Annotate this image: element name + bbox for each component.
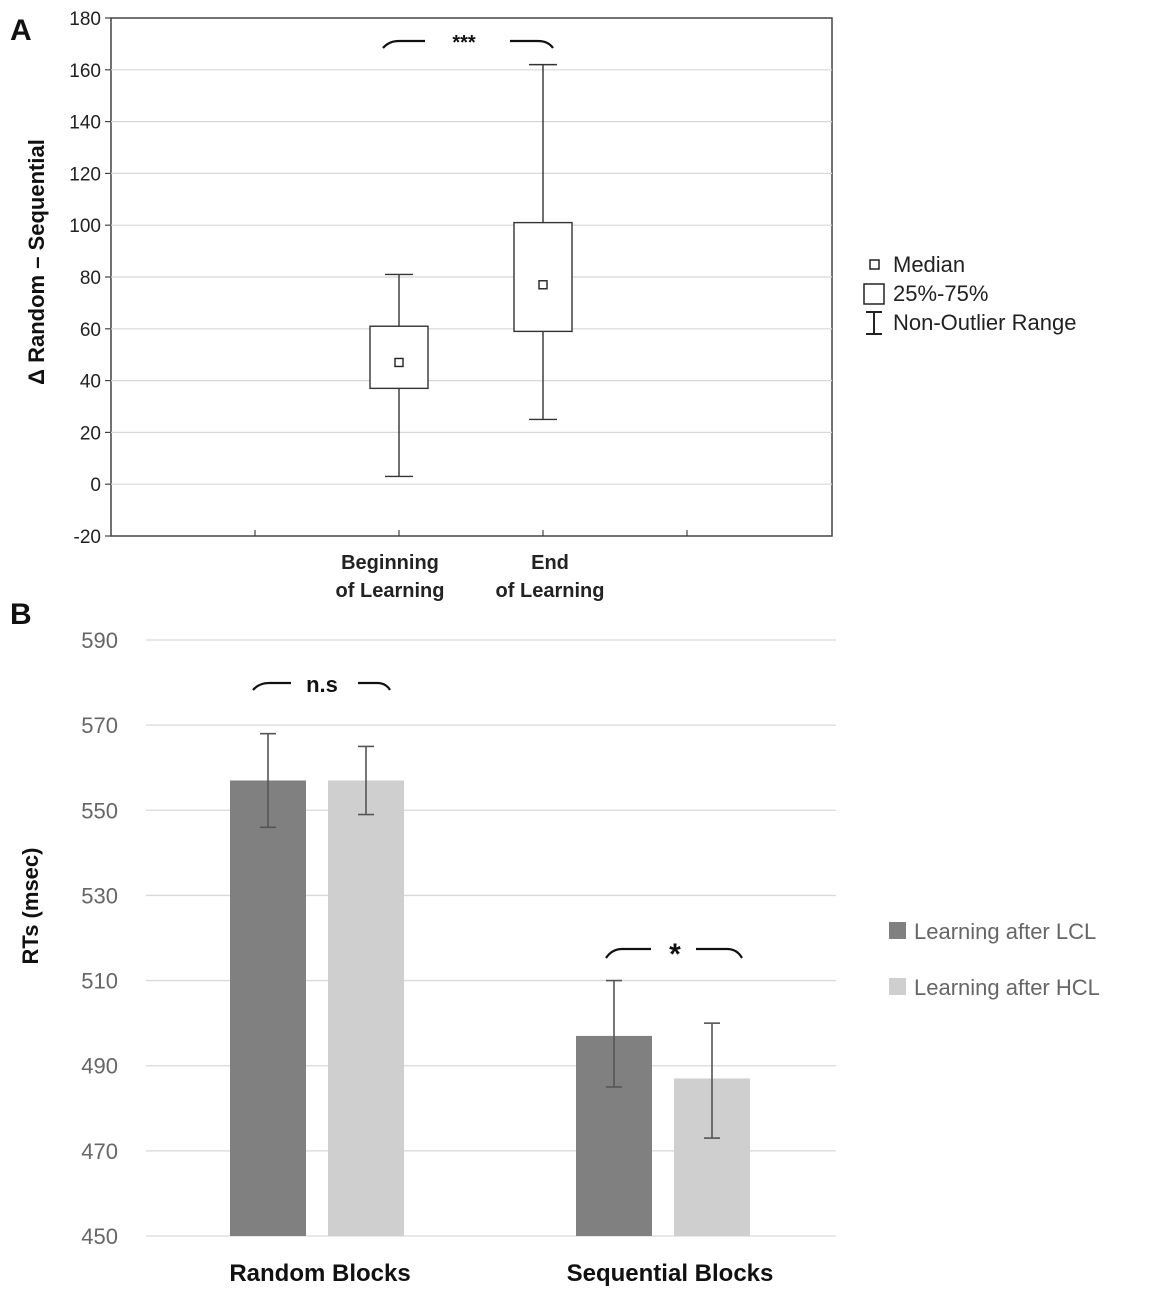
bar: [230, 780, 306, 1236]
panel-b-letter: B: [10, 598, 32, 631]
panel-a-y-tick-label: 40: [80, 372, 101, 393]
legend-median-swatch: [869, 259, 880, 270]
box-1: [369, 273, 429, 478]
panel-b-y-tick-label: 490: [81, 1054, 118, 1079]
box-median: [394, 357, 404, 368]
panel-b: B 450 470 490 510 530 550 570 590 RTs (msec) Ra…: [10, 598, 1100, 1287]
panel-b-significance-bracket-random: [252, 681, 391, 691]
panel-a-y-tick-label: 160: [69, 61, 101, 82]
legend-median-label: Median: [893, 252, 965, 277]
legend-lcl-label: Learning after LCL: [914, 919, 1096, 944]
panel-a: A -20 0 20 40 60 80 100 120 140 160 180 Δ Random –…: [10, 9, 1076, 602]
bar-group-2-series-2: [674, 1022, 750, 1236]
legend-lcl-swatch: [889, 922, 906, 939]
panel-b-y-tick-label: 470: [81, 1139, 118, 1164]
panel-b-y-tick-label: 450: [81, 1224, 118, 1249]
panel-a-y-tick-label: 140: [69, 113, 101, 134]
panel-a-y-tick-label: -20: [74, 527, 101, 548]
panel-a-significance-label: ***: [452, 32, 476, 54]
panel-b-y-axis-label: RTs (msec): [18, 848, 43, 965]
panel-b-bars: [230, 732, 750, 1236]
legend-hcl-label: Learning after HCL: [914, 975, 1100, 1000]
panel-a-y-tick-label: 120: [69, 164, 101, 185]
legend-whisker-label: Non-Outlier Range: [893, 310, 1076, 335]
bar-group-1-series-1: [230, 732, 306, 1236]
panel-b-significance-bracket-sequential: [605, 947, 743, 959]
panel-b-y-tick-label: 510: [81, 969, 118, 994]
panel-a-y-axis-label: Δ Random – Sequential: [24, 139, 49, 385]
panel-b-legend: Learning after LCL Learning after HCL: [889, 919, 1100, 1000]
panel-a-letter: A: [10, 14, 32, 47]
legend-box-swatch: [863, 283, 885, 305]
panel-a-legend: Median 25%-75% Non-Outlier Range: [863, 252, 1076, 335]
box-iqr: [513, 221, 573, 333]
panel-a-significance-bracket: [382, 39, 554, 49]
panel-a-boxes: [369, 63, 573, 478]
panel-a-y-tick-label: 180: [69, 9, 101, 30]
panel-b-significance-label-sequential: *: [669, 938, 681, 971]
panel-a-y-tick-labels: -20 0 20 40 60 80 100 120 140 160 180: [69, 9, 111, 548]
panel-b-y-tick-label: 570: [81, 713, 118, 738]
box-2: [513, 63, 573, 421]
panel-b-y-tick-label: 550: [81, 798, 118, 823]
legend-box-label: 25%-75%: [893, 281, 988, 306]
panel-a-category-2-line2: of Learning: [496, 580, 605, 602]
panel-b-significance-label-random: n.s: [306, 672, 338, 697]
panel-a-y-tick-label: 100: [69, 216, 101, 237]
legend-hcl-swatch: [889, 978, 906, 995]
panel-b-category-sequential: Sequential Blocks: [567, 1260, 774, 1287]
panel-a-x-tick-marks: [254, 530, 688, 536]
panel-a-y-tick-label: 80: [80, 268, 101, 289]
panel-b-y-tick-label: 530: [81, 883, 118, 908]
panel-a-y-tick-label: 0: [90, 475, 101, 496]
panel-a-y-tick-label: 20: [80, 423, 101, 444]
box-iqr: [369, 325, 429, 390]
legend-whisker-swatch: [866, 311, 882, 335]
bar-group-2-series-1: [576, 979, 652, 1236]
bar-group-1-series-2: [328, 745, 404, 1236]
bar: [328, 780, 404, 1236]
panel-a-category-1-line2: of Learning: [336, 580, 445, 602]
panel-a-category-1-line1: Beginning: [341, 552, 439, 574]
panel-a-category-2-line1: End: [531, 552, 569, 574]
panel-a-y-tick-label: 60: [80, 320, 101, 341]
panel-b-y-tick-labels: 450 470 490 510 530 550 570 590: [81, 628, 118, 1249]
box-median: [538, 280, 548, 290]
panel-a-gridlines: [111, 69, 832, 485]
panel-b-category-random: Random Blocks: [229, 1260, 410, 1287]
panel-b-y-tick-label: 590: [81, 628, 118, 653]
